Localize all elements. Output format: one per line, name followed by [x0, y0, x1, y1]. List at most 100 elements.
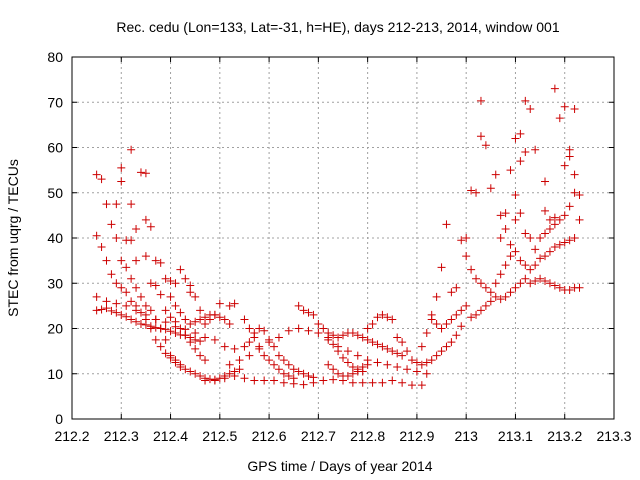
data-point — [343, 347, 352, 356]
data-point — [181, 331, 190, 340]
data-point — [260, 326, 269, 335]
data-point — [496, 270, 505, 279]
data-point — [570, 105, 579, 114]
data-point — [358, 378, 367, 387]
data-point — [117, 177, 126, 186]
data-point — [531, 261, 540, 270]
data-point — [481, 141, 490, 150]
data-point — [329, 340, 338, 349]
data-point — [550, 281, 559, 290]
data-point — [536, 254, 545, 263]
data-point — [127, 200, 136, 209]
data-point — [166, 276, 175, 285]
data-point — [225, 301, 234, 310]
data-point — [388, 376, 397, 385]
data-point — [531, 276, 540, 285]
data-point — [117, 163, 126, 172]
data-point — [521, 274, 530, 283]
data-point — [501, 261, 510, 270]
data-point — [97, 243, 106, 252]
data-point — [348, 378, 357, 387]
data-point — [521, 96, 530, 105]
data-point — [92, 292, 101, 301]
data-point — [161, 306, 170, 315]
data-point — [309, 373, 318, 382]
data-point — [181, 365, 190, 374]
data-point — [368, 338, 377, 347]
data-point — [334, 333, 343, 342]
data-point — [225, 369, 234, 378]
data-point — [299, 380, 308, 389]
data-point — [156, 324, 165, 333]
data-point — [427, 356, 436, 365]
x-axis-label: GPS time / Days of year 2014 — [247, 458, 432, 474]
data-point — [201, 313, 210, 322]
data-point — [476, 306, 485, 315]
data-point — [417, 381, 426, 390]
y-tick-label: 20 — [47, 321, 63, 337]
data-point — [132, 283, 141, 292]
data-point — [476, 96, 485, 105]
data-point — [526, 279, 535, 288]
data-point — [526, 105, 535, 114]
data-point — [550, 243, 559, 252]
data-point — [270, 376, 279, 385]
data-point — [210, 310, 219, 319]
data-point — [284, 372, 293, 381]
data-point — [521, 261, 530, 270]
data-point — [511, 191, 520, 200]
data-point — [373, 340, 382, 349]
data-point — [186, 288, 195, 297]
data-point — [417, 342, 426, 351]
data-point — [136, 319, 145, 328]
data-point — [575, 215, 584, 224]
data-point — [555, 283, 564, 292]
data-point — [181, 274, 190, 283]
data-point — [565, 286, 574, 295]
data-point — [132, 317, 141, 326]
data-point — [348, 362, 357, 371]
data-point — [122, 312, 131, 321]
data-point — [565, 236, 574, 245]
data-point — [230, 344, 239, 353]
data-point — [304, 308, 313, 317]
data-point — [486, 288, 495, 297]
data-point — [151, 335, 160, 344]
data-point — [274, 365, 283, 374]
data-point — [550, 220, 559, 229]
data-point — [378, 342, 387, 351]
y-tick-label: 40 — [47, 230, 63, 246]
data-point — [511, 247, 520, 256]
axis-ticks: 212.2 212.3 212.4 212.5 212.6 212.7 212.8 212.9… — [47, 49, 631, 444]
data-point — [516, 129, 525, 138]
data-point — [329, 331, 338, 340]
data-point — [570, 170, 579, 179]
data-point — [255, 344, 264, 353]
data-point — [146, 306, 155, 315]
data-point — [117, 283, 126, 292]
data-point — [462, 301, 471, 310]
data-point — [491, 279, 500, 288]
data-point — [171, 279, 180, 288]
data-point — [225, 360, 234, 369]
data-point — [541, 177, 550, 186]
data-point — [511, 283, 520, 292]
data-point — [412, 367, 421, 376]
x-tick-label: 212.6 — [252, 428, 287, 444]
data-point — [334, 347, 343, 356]
data-point — [260, 351, 269, 360]
data-point — [112, 299, 121, 308]
data-point — [521, 229, 530, 238]
data-point — [353, 331, 362, 340]
data-point — [171, 301, 180, 310]
data-point — [412, 358, 421, 367]
y-tick-label: 50 — [47, 185, 63, 201]
data-point — [294, 367, 303, 376]
data-point — [161, 325, 170, 334]
data-point — [230, 299, 239, 308]
data-point — [270, 360, 279, 369]
data-point — [141, 169, 150, 178]
data-point — [560, 238, 569, 247]
data-point — [339, 331, 347, 340]
data-point — [220, 315, 229, 324]
